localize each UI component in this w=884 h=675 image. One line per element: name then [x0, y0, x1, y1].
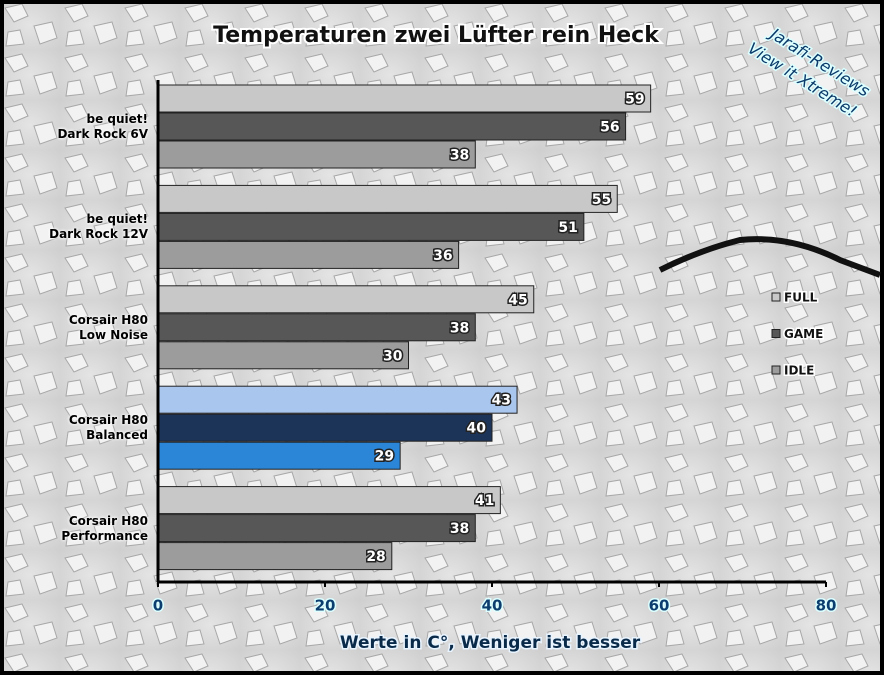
chart-title: Temperaturen zwei Lüfter rein Heck — [213, 23, 660, 48]
value-label: 38 — [450, 148, 469, 164]
category-label: Corsair H80 Low Noise — [68, 312, 148, 342]
legend-label: GAME — [784, 327, 823, 341]
category-label: Corsair H80 Performance — [61, 513, 148, 543]
bar — [157, 486, 501, 515]
category-label: be quiet! Dark Rock 6V — [57, 112, 148, 141]
value-label: 40 — [467, 421, 487, 437]
x-axis-label: Werte in C°, Weniger ist besser — [340, 633, 641, 653]
bar — [157, 341, 409, 370]
x-tick-label: 20 — [315, 597, 336, 615]
value-label: 38 — [450, 320, 469, 336]
value-label: 59 — [625, 92, 644, 108]
value-label: 36 — [433, 248, 452, 264]
bar — [157, 413, 493, 442]
value-label: 55 — [592, 192, 611, 208]
bar — [157, 112, 627, 141]
bar — [157, 140, 476, 169]
x-tick-label: 0 — [153, 597, 163, 615]
legend-label: IDLE — [784, 364, 814, 378]
value-label: 41 — [475, 493, 494, 509]
bar — [157, 542, 393, 571]
category-label: be quiet! Dark Rock 12V — [49, 212, 148, 242]
bar — [157, 285, 535, 314]
legend-label: FULL — [784, 291, 818, 305]
crack — [658, 236, 882, 278]
value-label: 30 — [383, 348, 403, 364]
x-tick-label: 40 — [482, 597, 503, 615]
bar — [157, 441, 401, 470]
value-label: 43 — [492, 393, 511, 409]
legend-swatch — [771, 365, 781, 375]
bar — [157, 184, 618, 213]
legend-swatch — [771, 292, 781, 302]
legend-swatch — [771, 329, 781, 338]
bar — [157, 240, 460, 269]
bar — [157, 84, 652, 113]
value-label: 45 — [508, 292, 527, 308]
bar — [157, 212, 585, 241]
value-label: 29 — [375, 449, 394, 465]
bar — [157, 514, 476, 543]
category-label: Corsair H80 Balanced — [68, 413, 148, 443]
value-label: 56 — [600, 120, 619, 136]
x-tick-label: 80 — [816, 597, 837, 615]
value-label: 51 — [558, 220, 577, 236]
value-label: 38 — [450, 521, 469, 537]
x-tick-label: 60 — [649, 597, 670, 615]
value-label: 28 — [366, 549, 385, 565]
bar — [157, 385, 518, 414]
bar — [157, 313, 476, 342]
